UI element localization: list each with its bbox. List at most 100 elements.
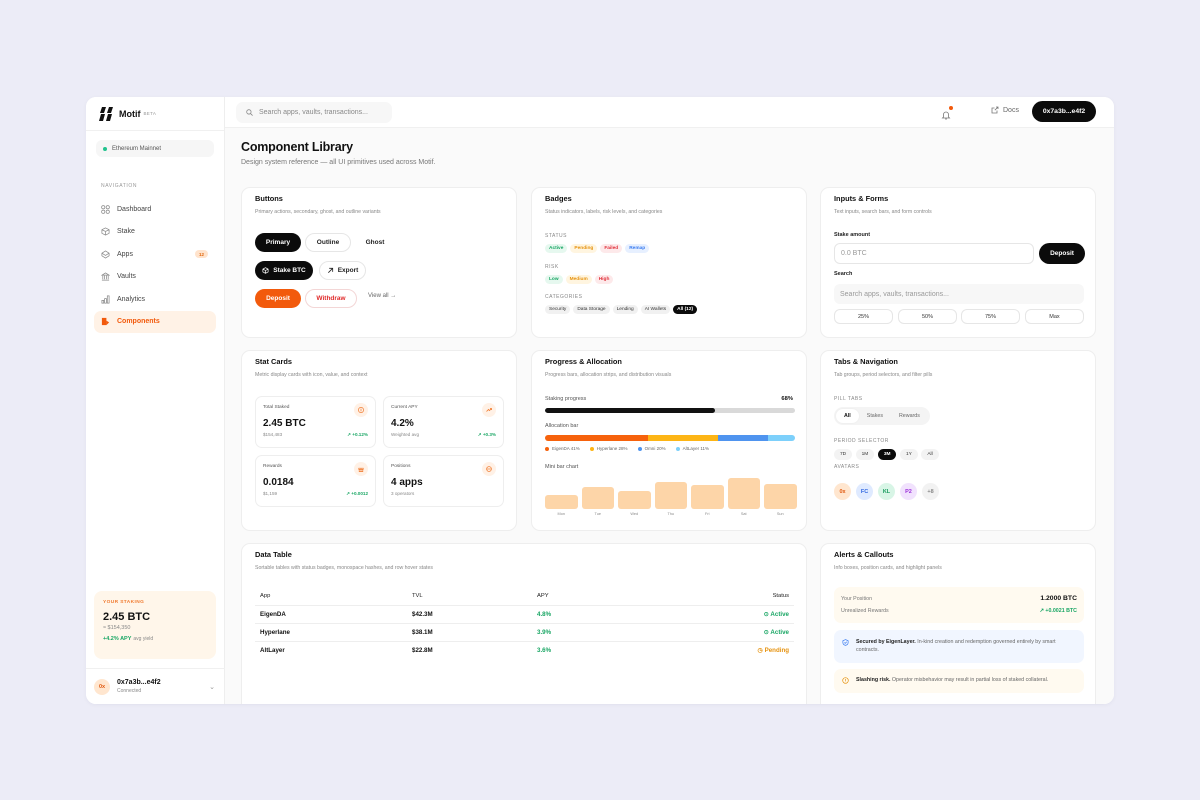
- allocation-bar: [545, 435, 795, 441]
- stake-amount-input[interactable]: 0.0 BTC: [834, 243, 1034, 264]
- col-header-apy[interactable]: APY: [537, 587, 662, 606]
- notifications-button[interactable]: [941, 106, 953, 120]
- page-subtitle: Design system reference — all UI primiti…: [241, 159, 436, 166]
- card-description: Status indicators, labels, risk levels, …: [545, 209, 663, 215]
- card-title: Progress & Allocation: [545, 357, 622, 366]
- tab-all[interactable]: All: [836, 409, 859, 423]
- withdraw-button[interactable]: Withdraw: [305, 289, 357, 308]
- cell-status: ⊙ Active: [662, 605, 794, 624]
- risk-badge-medium: Medium: [565, 275, 592, 284]
- sidebar-item-apps[interactable]: Apps 12: [94, 243, 216, 265]
- deposit-button[interactable]: Deposit: [1039, 243, 1085, 264]
- legend-dot: [637, 446, 642, 451]
- stat-label: Total Staked: [263, 405, 290, 410]
- search-icon: [246, 109, 253, 116]
- apy-value: +4.2% APY: [103, 636, 132, 642]
- sidebar-item-vaults[interactable]: Vaults: [94, 266, 216, 288]
- pct-25-button[interactable]: 25%: [834, 309, 893, 324]
- avatar[interactable]: FC: [856, 483, 873, 500]
- period-1m[interactable]: 1M: [855, 449, 875, 460]
- beta-tag: BETA: [143, 111, 157, 116]
- card-title: Alerts & Callouts: [834, 550, 894, 559]
- export-button[interactable]: Export: [319, 261, 366, 280]
- stake-btc-button[interactable]: Stake BTC: [255, 261, 313, 280]
- chevron-down-icon[interactable]: ⌄: [209, 684, 215, 691]
- category-badge[interactable]: Lending: [612, 305, 638, 314]
- sidebar-item-label: Dashboard: [117, 205, 152, 213]
- allocation-segment: [545, 435, 648, 441]
- sidebar-item-label: Stake: [117, 228, 135, 235]
- wallet-account[interactable]: 0x 0x7a3b...e4f2 Connected ⌄: [86, 668, 225, 704]
- position-card: Your Position 1.2000 BTC Unrealized Rewa…: [834, 587, 1084, 623]
- search-input[interactable]: Search apps, vaults, transactions...: [834, 284, 1084, 304]
- status-badge-active: Active: [545, 244, 568, 253]
- alert-circle-icon: [842, 677, 849, 684]
- table-row[interactable]: EigenDA $42.3M 4.8% ⊙ Active: [255, 605, 794, 624]
- stat-card-rewards: Rewards 0.0184 $1,159 ↗ +0.0012: [255, 455, 376, 507]
- avatar[interactable]: KL: [878, 483, 895, 500]
- logo[interactable]: Motif BETA: [86, 97, 224, 131]
- pct-50-button[interactable]: 50%: [898, 309, 957, 324]
- mini-bar-label: Fri: [705, 512, 710, 516]
- sidebar-item-analytics[interactable]: Analytics: [94, 288, 216, 310]
- stat-label: Rewards: [263, 464, 282, 469]
- period-all[interactable]: All: [921, 449, 939, 460]
- apps-count-badge: 12: [194, 250, 208, 258]
- category-badge[interactable]: Data Storage: [573, 305, 610, 314]
- tab-stakes[interactable]: Stakes: [866, 413, 883, 419]
- legend-dot: [545, 446, 549, 451]
- stake-amount-label: Stake amount: [834, 232, 871, 238]
- col-header-status[interactable]: Status: [662, 587, 794, 606]
- sidebar-item-components[interactable]: Components: [94, 310, 216, 333]
- category-badge-all[interactable]: All (12): [673, 305, 698, 314]
- position-value: 1.2000 BTC: [1040, 595, 1077, 602]
- table-row[interactable]: AltLayer $22.8M 3.6% ◷ Pending: [255, 641, 794, 659]
- primary-button[interactable]: Primary: [255, 233, 301, 252]
- components-icon: [101, 317, 110, 326]
- wallet-button[interactable]: 0x7a3b...e4f2: [1032, 101, 1096, 122]
- stat-value: 0.0184: [263, 477, 294, 488]
- deposit-button[interactable]: Deposit: [255, 289, 301, 308]
- main-content: Search apps, vaults, transactions... Doc…: [225, 97, 1114, 704]
- info-callout: Secured by EigenLayer. In-kind creation …: [834, 630, 1084, 663]
- stat-cards-card: Stat Cards Metric display cards with ico…: [241, 350, 517, 531]
- ghost-button[interactable]: Ghost: [365, 239, 385, 246]
- mini-bar-label: Thu: [667, 512, 675, 516]
- col-header-app[interactable]: App: [255, 587, 412, 606]
- sidebar-nav: Dashboard Stake Apps 12 Vaults Analytics: [86, 198, 224, 333]
- cube-icon: [101, 227, 110, 236]
- docs-label: Docs: [1003, 106, 1019, 114]
- pct-75-button[interactable]: 75%: [961, 309, 1020, 324]
- external-link-icon: [991, 106, 999, 114]
- stat-delta: ↗ +0.12%: [347, 432, 368, 437]
- notification-dot: [949, 106, 953, 110]
- outline-button[interactable]: Outline: [305, 233, 351, 252]
- view-all-link[interactable]: View all →: [368, 293, 397, 299]
- category-badge[interactable]: Security: [545, 305, 571, 314]
- sidebar-item-stake[interactable]: Stake: [94, 221, 216, 243]
- docs-link[interactable]: Docs: [991, 106, 1019, 114]
- table-row[interactable]: Hyperlane $38.1M 3.9% ⊙ Active: [255, 623, 794, 642]
- col-header-tvl[interactable]: TVL: [412, 587, 537, 606]
- network-selector[interactable]: Ethereum Mainnet: [96, 140, 214, 157]
- pct-max-button[interactable]: Max: [1025, 309, 1084, 324]
- legend-dot: [589, 446, 594, 451]
- period-1y[interactable]: 1Y: [899, 449, 918, 460]
- avatar[interactable]: +8: [922, 483, 939, 500]
- global-search-input[interactable]: Search apps, vaults, transactions...: [236, 102, 392, 123]
- rewards-label: Unrealized Rewards: [841, 608, 889, 614]
- period-7d[interactable]: 7D: [834, 449, 853, 460]
- avatar[interactable]: 0x: [834, 483, 851, 500]
- period-3m[interactable]: 3M: [877, 449, 897, 460]
- category-badge[interactable]: AI Wallets: [640, 305, 671, 314]
- sidebar-item-label: Apps: [117, 250, 133, 258]
- sidebar-item-dashboard[interactable]: Dashboard: [94, 198, 216, 220]
- tab-rewards[interactable]: Rewards: [898, 413, 920, 419]
- staking-progress-bar: [545, 408, 795, 413]
- trend-up-icon: [482, 403, 496, 417]
- status-badge-pending: Pending: [570, 244, 598, 253]
- badges-card: Badges Status indicators, labels, risk l…: [531, 187, 807, 338]
- avatar[interactable]: P2: [900, 483, 917, 500]
- search-label: Search: [834, 271, 853, 277]
- gift-icon: [354, 462, 368, 476]
